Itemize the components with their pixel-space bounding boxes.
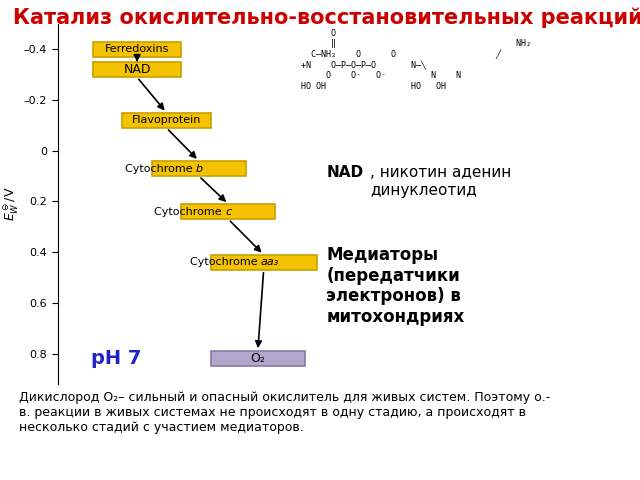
Text: Cytochrome: Cytochrome bbox=[125, 164, 196, 173]
FancyBboxPatch shape bbox=[93, 42, 181, 57]
Text: c: c bbox=[225, 206, 232, 216]
Text: Cytochrome: Cytochrome bbox=[154, 206, 225, 216]
Text: Медиаторы
(передатчики
электронов) в
митохондриях: Медиаторы (передатчики электронов) в мит… bbox=[326, 246, 465, 326]
Y-axis label: $E^\ominus_W$/V: $E^\ominus_W$/V bbox=[3, 187, 21, 221]
Text: NAD: NAD bbox=[326, 165, 364, 180]
Text: O
      ‖                                    NH₂
  C─NH₂    O      O            : O ‖ NH₂ C─NH₂ O O bbox=[301, 29, 531, 91]
Text: b: b bbox=[196, 164, 203, 173]
Text: , никотин аденин
динуклеотид: , никотин аденин динуклеотид bbox=[370, 165, 511, 198]
Text: aa₃: aa₃ bbox=[260, 257, 279, 267]
FancyBboxPatch shape bbox=[122, 113, 211, 128]
FancyBboxPatch shape bbox=[211, 255, 317, 270]
FancyBboxPatch shape bbox=[181, 204, 275, 219]
Text: pH 7: pH 7 bbox=[92, 349, 141, 368]
FancyBboxPatch shape bbox=[211, 351, 305, 366]
Text: Cytochrome: Cytochrome bbox=[189, 257, 260, 267]
FancyBboxPatch shape bbox=[152, 161, 246, 176]
Text: Дикислород O₂– сильный и опасный окислитель для живых систем. Поэтому о.-
в. реа: Дикислород O₂– сильный и опасный окислит… bbox=[19, 391, 550, 434]
FancyBboxPatch shape bbox=[93, 62, 181, 77]
Text: Катализ окислительно-восстановительных реакций: Катализ окислительно-восстановительных р… bbox=[13, 7, 640, 28]
Text: Ferredoxins: Ferredoxins bbox=[105, 44, 169, 54]
Text: NAD: NAD bbox=[124, 63, 151, 76]
Text: Flavoprotein: Flavoprotein bbox=[132, 115, 201, 125]
Text: O₂: O₂ bbox=[250, 352, 265, 365]
